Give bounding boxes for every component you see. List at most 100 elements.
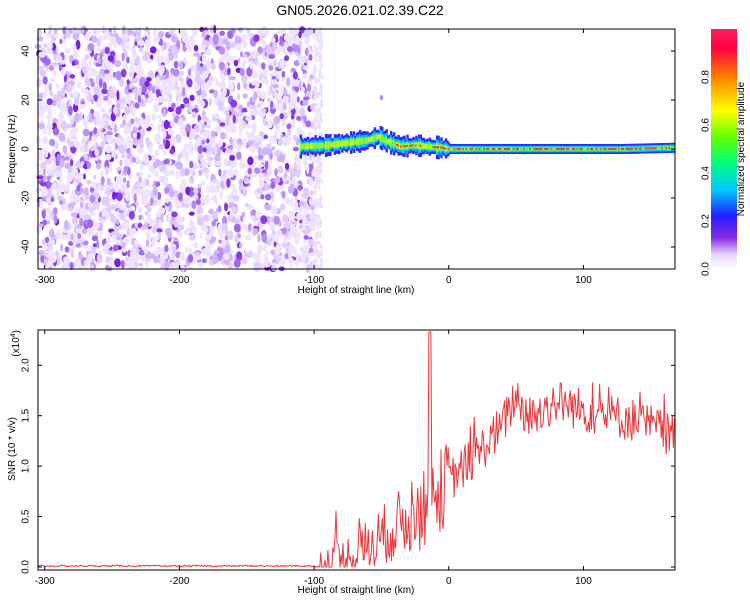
spectrogram-noise-cell bbox=[257, 146, 262, 156]
spectrogram-noise-cell bbox=[161, 74, 167, 82]
spectrogram-noise-cell bbox=[68, 241, 74, 246]
spectrogram-track-inner bbox=[489, 147, 492, 151]
spectrogram-noise-cell bbox=[222, 175, 227, 182]
snr-scale-base: (x10 bbox=[11, 337, 22, 357]
spectrogram-noise-cell bbox=[126, 135, 132, 142]
spectrogram-track-core bbox=[443, 147, 446, 150]
spectrogram-noise-cell bbox=[246, 234, 251, 241]
spectrogram-track-core bbox=[649, 147, 652, 150]
spectrogram-noise-cell bbox=[239, 67, 245, 77]
spectrogram-noise-cell bbox=[80, 25, 85, 35]
spectrogram-track-core bbox=[610, 148, 614, 150]
spectrogram-noise-cell bbox=[58, 111, 64, 122]
spectrogram-noise-cell bbox=[103, 69, 110, 74]
spectrogram-track-core bbox=[555, 148, 559, 150]
spectrogram-noise-cell bbox=[302, 99, 309, 107]
spectrogram-noise-cell bbox=[227, 168, 235, 178]
spectrogram-noise-cell bbox=[252, 228, 257, 236]
spectrogram-track-inner bbox=[464, 147, 467, 151]
spectrogram-noise-cell bbox=[121, 25, 126, 35]
spectrogram-noise-cell bbox=[248, 250, 253, 259]
spectrogram-noise-cell bbox=[42, 173, 47, 183]
spectrogram-noise-cell bbox=[245, 131, 250, 136]
spectrogram-noise-cell bbox=[313, 63, 317, 69]
spectrogram-noise-cell bbox=[230, 199, 237, 204]
spectrogram-noise-cell bbox=[238, 122, 244, 132]
spectrogram-noise-cell bbox=[176, 39, 181, 50]
spectrogram-noise-cell bbox=[143, 177, 147, 186]
spectrogram-noise-cell bbox=[275, 229, 283, 239]
spectrogram-noise-cell bbox=[170, 137, 175, 147]
spectrogram-track-inner bbox=[398, 142, 402, 149]
spectrogram-noise-cell bbox=[287, 126, 292, 137]
spectrogram-track-inner bbox=[480, 147, 483, 151]
spectrogram-noise-cell bbox=[248, 223, 252, 232]
spectrogram-noise-cell bbox=[112, 106, 118, 115]
spectrogram-noise-cell bbox=[99, 78, 103, 88]
spectrogram-noise-cell bbox=[185, 186, 191, 196]
spectrogram-noise-cell bbox=[195, 136, 202, 147]
spectrogram-noise-cell bbox=[137, 95, 141, 104]
spectrogram-noise-cell bbox=[96, 42, 101, 47]
spectrogram-noise-cell bbox=[257, 60, 261, 69]
spectrogram-noise-cell bbox=[201, 180, 205, 186]
spectrogram-noise-cell bbox=[306, 91, 311, 98]
spectrogram-noise-cell bbox=[260, 215, 268, 225]
spectrogram-noise-cell bbox=[201, 258, 207, 264]
spectrogram-track-inner bbox=[372, 135, 375, 142]
spectrogram-noise-cell bbox=[133, 136, 138, 144]
spectrogram-track-inner bbox=[594, 147, 597, 151]
spectrogram-noise-cell bbox=[55, 83, 60, 90]
spectrogram-noise-cell bbox=[109, 163, 113, 173]
spectrogram-noise-cell bbox=[168, 189, 175, 198]
spectrogram-noise-cell bbox=[320, 118, 324, 124]
spectrogram-noise-cell bbox=[101, 35, 108, 41]
snr-frame bbox=[37, 329, 676, 571]
spectrogram-noise-cell bbox=[61, 68, 66, 77]
spectrogram-noise-cell bbox=[56, 229, 62, 240]
colorbar-tick-label: 0.4 bbox=[701, 166, 712, 180]
spectrogram-track-core bbox=[419, 144, 422, 147]
spectrogram-noise-cell bbox=[259, 136, 265, 142]
spectrogram-track-inner bbox=[324, 141, 328, 150]
spectrogram-noise-cell bbox=[72, 50, 79, 61]
colorbar-ticks: 0.0 0.2 0.4 0.6 0.8 bbox=[701, 70, 712, 276]
spectrogram-track-inner bbox=[520, 147, 523, 151]
spectrogram-noise-cell bbox=[107, 98, 113, 106]
spectrogram-noise-cell bbox=[266, 97, 271, 102]
spectrogram-noise-cell bbox=[271, 205, 278, 215]
spectrogram-noise-cell bbox=[46, 175, 52, 181]
spectrogram-noise-cell bbox=[283, 102, 287, 111]
spectrogram-noise-cell bbox=[179, 60, 183, 70]
spectrogram-noise-cell bbox=[237, 58, 241, 63]
spectrogram-track-inner bbox=[360, 138, 363, 145]
spectrogram-noise-cell bbox=[77, 172, 84, 181]
spectrogram-track-core bbox=[613, 148, 617, 150]
spectrogram-noise-cell bbox=[268, 54, 275, 59]
spectrogram-track-inner bbox=[305, 143, 308, 149]
spectrogram-noise-cell bbox=[129, 205, 136, 212]
spectrogram-noise-cell bbox=[210, 25, 215, 35]
spectrogram-track-inner bbox=[332, 142, 335, 147]
spectrogram-noise-cell bbox=[126, 180, 130, 189]
spectrogram-y-tick-label: 40 bbox=[21, 45, 32, 57]
spectrogram-x-label: Height of straight line (km) bbox=[298, 285, 415, 296]
spectrogram-noise-cell bbox=[149, 122, 155, 128]
spectrogram-noise-cell bbox=[316, 34, 319, 40]
spectrogram-track-core bbox=[573, 148, 577, 150]
spectrogram-noise-cell bbox=[105, 256, 112, 261]
spectrogram-noise-cell bbox=[231, 55, 236, 61]
spectrogram-noise-cell bbox=[41, 136, 49, 145]
spectrogram-noise-cell bbox=[256, 103, 262, 109]
spectrogram-noise-cell bbox=[205, 58, 211, 68]
colorbar-label: Normalized spectral amplitude bbox=[736, 81, 747, 216]
spectrogram-noise-cell bbox=[279, 113, 285, 120]
spectrogram-noise-cell bbox=[213, 113, 220, 118]
spectrogram-noise-cell bbox=[201, 131, 207, 136]
spectrogram-track-inner bbox=[619, 147, 622, 151]
spectrogram-noise-cell bbox=[117, 174, 122, 185]
spectrogram-noise-cell bbox=[63, 260, 67, 269]
spectrogram-noise-cell bbox=[155, 211, 162, 218]
spectrogram-noise-cell bbox=[314, 189, 317, 195]
spectrogram-noise-cell bbox=[306, 83, 312, 93]
